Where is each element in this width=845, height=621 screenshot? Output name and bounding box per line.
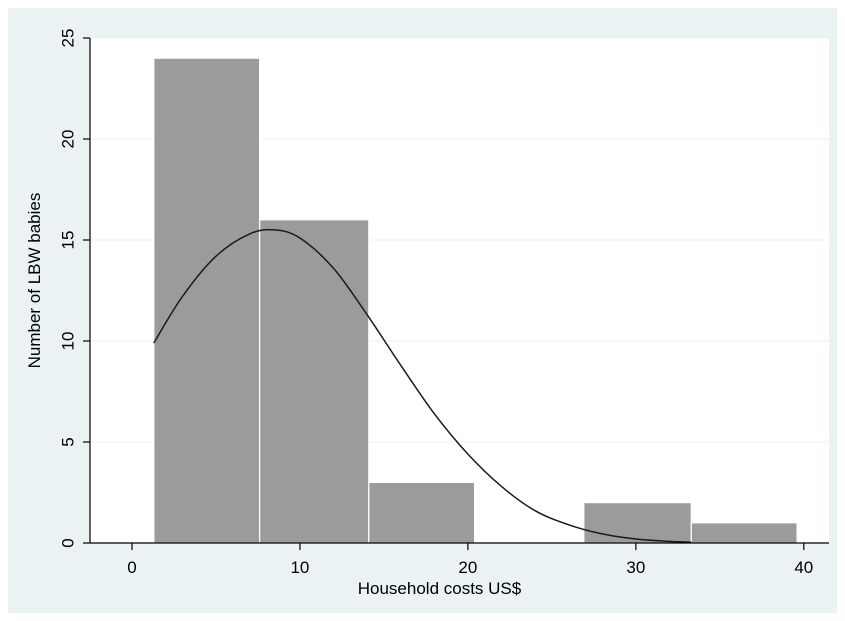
density-curve <box>153 228 692 543</box>
y-tick-label: 10 <box>59 332 78 351</box>
x-axis-title: Household costs US$ <box>358 579 522 598</box>
y-tick-label: 25 <box>59 29 78 48</box>
x-tick-label: 40 <box>794 558 813 577</box>
y-tick-label: 20 <box>59 130 78 149</box>
histogram-bar <box>259 219 370 544</box>
histogram-bar <box>583 502 692 544</box>
histogram-bar <box>368 481 476 544</box>
y-tick-label: 0 <box>59 538 78 547</box>
x-tick-label: 0 <box>127 558 136 577</box>
x-tick-label: 20 <box>458 558 477 577</box>
histogram-bars <box>153 57 798 544</box>
chart-frame: 0 10 20 30 40 0 5 10 15 20 25 Household costs US$… <box>8 8 837 613</box>
histogram-bar <box>153 57 261 544</box>
x-tick-label: 10 <box>290 558 309 577</box>
histogram-bar <box>690 522 798 544</box>
x-tick-label: 30 <box>626 558 645 577</box>
x-axis-ticks: 0 10 20 30 40 <box>127 543 813 577</box>
y-tick-label: 15 <box>59 231 78 250</box>
y-axis-title: Number of LBW babies <box>25 193 44 369</box>
histogram-chart: 0 10 20 30 40 0 5 10 15 20 25 Household costs US$… <box>25 29 829 598</box>
y-axis-ticks: 0 5 10 15 20 25 <box>59 29 90 548</box>
y-tick-label: 5 <box>59 437 78 446</box>
